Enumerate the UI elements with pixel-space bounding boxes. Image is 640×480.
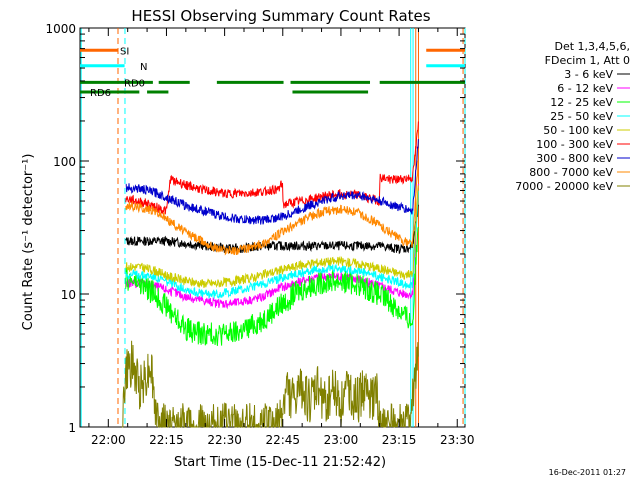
y-tick-label-0: 1 <box>68 421 76 435</box>
flag-label-si: SI <box>120 46 129 57</box>
legend-label-8: 7000 - 20000 keV <box>515 180 613 193</box>
x-tick-label-5: 23:15 <box>382 433 417 447</box>
x-tick-label-0: 22:00 <box>91 433 126 447</box>
legend-label-4: 50 - 100 keV <box>543 124 613 137</box>
legend-label-3: 25 - 50 keV <box>550 110 613 123</box>
legend-label-7: 800 - 7000 keV <box>529 166 613 179</box>
y-tick-label-1: 10 <box>61 288 76 302</box>
x-axis-label: Start Time (15-Dec-11 21:52:42) <box>174 455 386 470</box>
x-tick-label-1: 22:15 <box>149 433 184 447</box>
legend-label-6: 300 - 800 keV <box>536 152 613 165</box>
legend-label-5: 100 - 300 keV <box>536 138 613 151</box>
flag-bars: SI N RD0 RD6 <box>80 46 465 99</box>
footer-date: 16-Dec-2011 01:27 <box>549 468 626 477</box>
legend-header-0: Det 1,3,4,5,6, <box>554 40 630 53</box>
flag-label-n: N <box>140 62 147 73</box>
series-lines <box>121 121 419 428</box>
series-line-0 <box>125 204 419 255</box>
legend-label-2: 12 - 25 keV <box>550 96 613 109</box>
legend-label-1: 6 - 12 keV <box>557 82 613 95</box>
series-line-3 <box>125 190 419 300</box>
flag-label-rd6: RD6 <box>90 88 111 99</box>
x-tick-label-2: 22:30 <box>207 433 242 447</box>
series-line-4 <box>125 185 419 289</box>
y-tick-label-3: 1000 <box>45 22 76 36</box>
legend-header-1: FDecim 1, Att 0 <box>545 54 630 67</box>
legend-label-0: 3 - 6 keV <box>564 68 613 81</box>
chart-title: HESSI Observing Summary Count Rates <box>131 7 430 25</box>
axes: 22:00 22:15 22:30 22:45 23:00 23:15 23:30 1 10 10… <box>45 22 474 447</box>
flag-label-rd0: RD0 <box>124 78 145 89</box>
y-axis-label: Count Rate (s⁻¹ detector⁻¹) <box>21 154 36 331</box>
x-tick-label-6: 23:30 <box>440 433 475 447</box>
series-line-5 <box>125 121 419 215</box>
legend: Det 1,3,4,5,6,FDecim 1, Att 03 - 6 keV6 … <box>515 40 630 193</box>
series-line-7 <box>125 160 419 256</box>
series-line-6 <box>125 139 419 225</box>
series-line-8 <box>121 340 419 428</box>
y-tick-label-2: 100 <box>53 155 76 169</box>
x-tick-label-4: 23:00 <box>324 433 359 447</box>
series-line-2 <box>125 226 419 346</box>
x-tick-label-3: 22:45 <box>265 433 300 447</box>
